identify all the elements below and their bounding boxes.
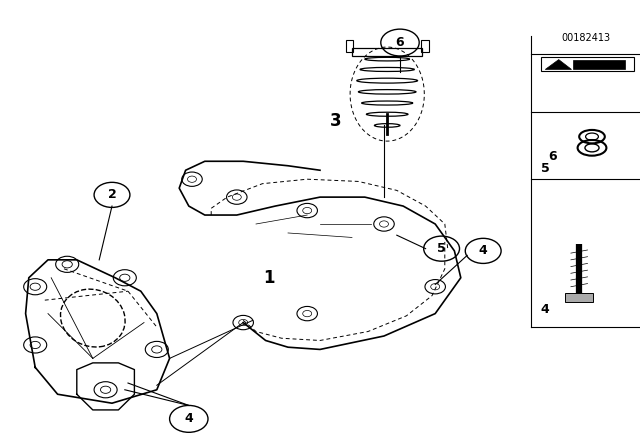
Text: 4: 4 (479, 244, 488, 258)
Text: 2: 2 (108, 188, 116, 202)
Bar (421, 40, 429, 52)
Bar (352, 48, 422, 56)
Text: 1: 1 (263, 269, 275, 287)
Text: 3: 3 (330, 112, 342, 130)
Text: 6: 6 (396, 36, 404, 49)
Text: 4: 4 (541, 302, 550, 316)
Text: 4: 4 (184, 412, 193, 426)
Bar (346, 40, 353, 52)
Text: 00182413: 00182413 (561, 33, 610, 43)
Bar (565, 293, 593, 302)
Bar (541, 57, 634, 71)
Text: 5: 5 (541, 161, 550, 175)
Text: 6: 6 (548, 150, 557, 164)
Bar (573, 60, 625, 69)
Text: 5: 5 (437, 242, 446, 255)
Polygon shape (545, 60, 572, 69)
